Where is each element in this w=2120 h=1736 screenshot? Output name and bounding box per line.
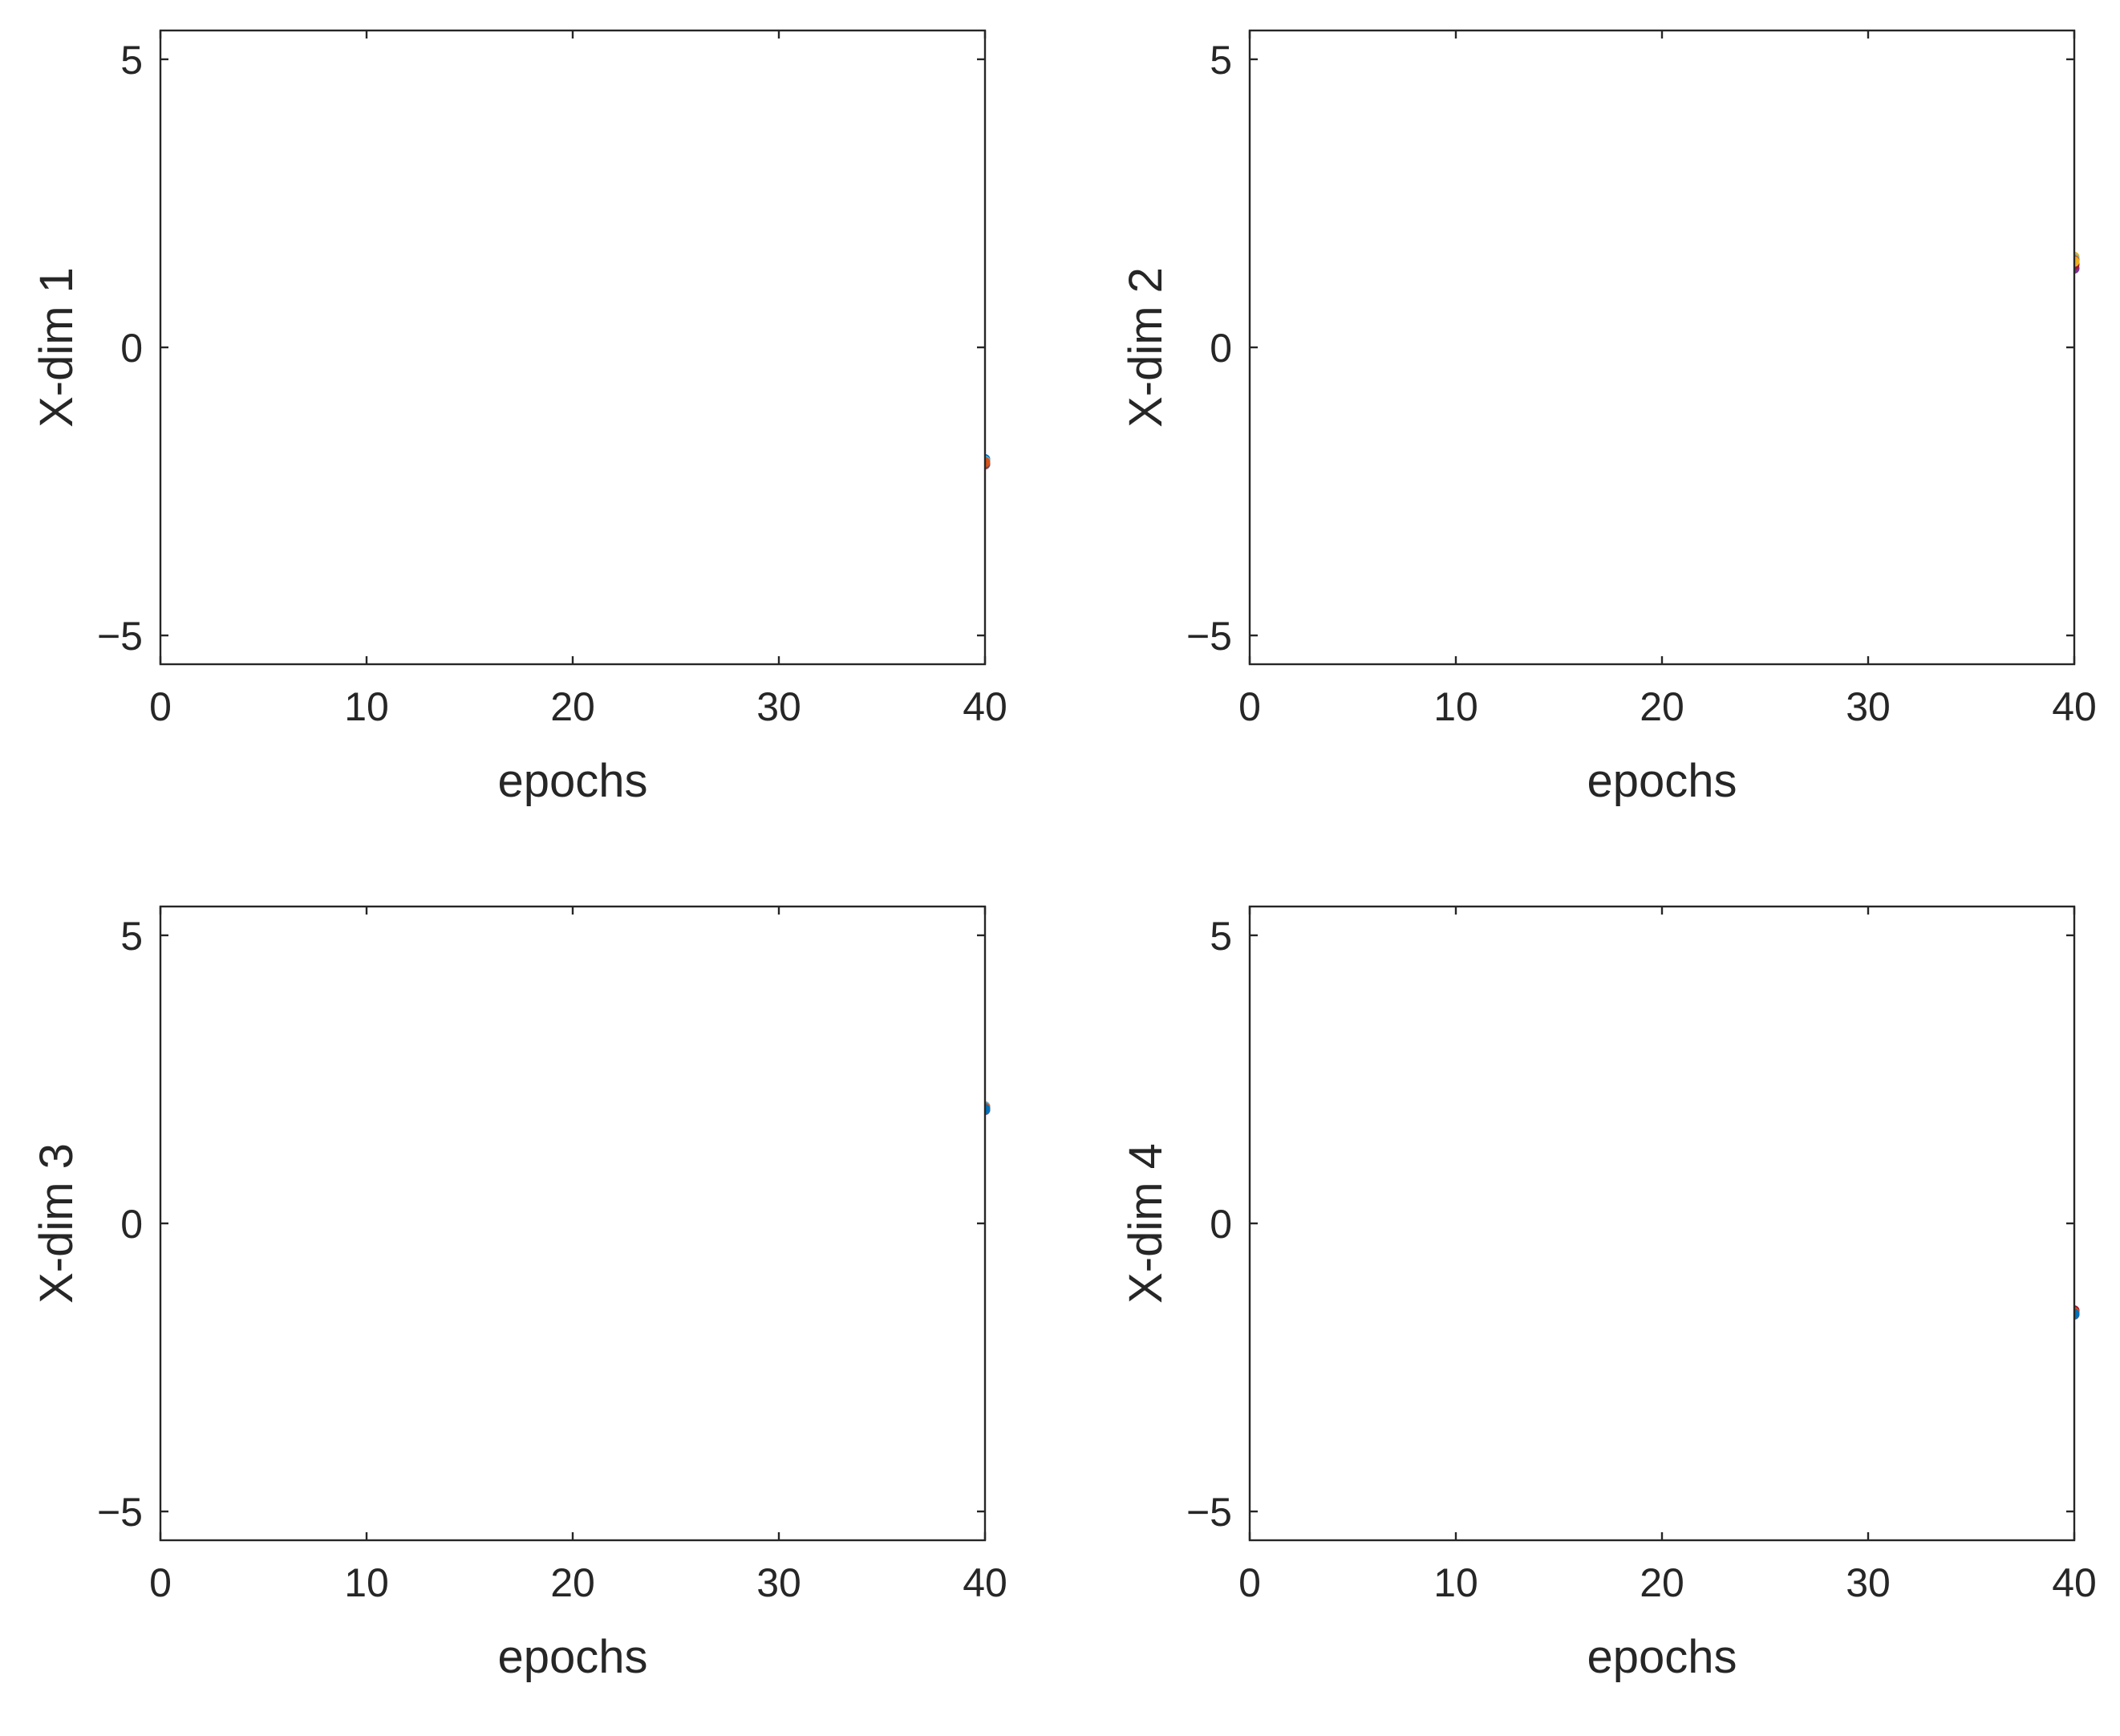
y-tick-label: −5 [1186, 1490, 1232, 1535]
y-tick-label: 0 [1210, 326, 1232, 371]
x-tick-label: 40 [963, 1560, 1007, 1605]
x-tick-label: 40 [963, 684, 1007, 729]
x-tick-label: 30 [756, 684, 801, 729]
x-tick-label: 0 [1238, 684, 1261, 729]
x-tick-label: 0 [1238, 1560, 1261, 1605]
y-tick-label: 0 [120, 326, 143, 371]
y-tick-label: 5 [1210, 38, 1232, 83]
y-tick-label: 5 [120, 914, 143, 959]
y-tick-label: 5 [1210, 914, 1232, 959]
x-tick-label: 10 [344, 1560, 389, 1605]
x-tick-label: 0 [149, 684, 172, 729]
x-tick-label: 10 [1433, 1560, 1478, 1605]
y-tick-label: −5 [97, 1490, 143, 1535]
y-tick-label: 0 [120, 1202, 143, 1247]
x-tick-label: 20 [1640, 1560, 1684, 1605]
x-axis-label: epochs [497, 755, 647, 807]
x-tick-label: 30 [1846, 1560, 1891, 1605]
y-tick-label: −5 [97, 614, 143, 659]
x-tick-label: 40 [2052, 684, 2097, 729]
y-axis-label: X-dim 3 [30, 1143, 83, 1304]
x-tick-label: 20 [550, 684, 595, 729]
y-axis-label: X-dim 2 [1120, 267, 1172, 428]
x-tick-label: 10 [1433, 684, 1478, 729]
y-axis-label: X-dim 4 [1120, 1143, 1172, 1304]
x-tick-label: 40 [2052, 1560, 2097, 1605]
axes-frame [159, 29, 987, 666]
y-tick-label: −5 [1186, 614, 1232, 659]
axes-frame [159, 905, 987, 1542]
y-tick-label: 0 [1210, 1202, 1232, 1247]
y-tick-label: 5 [120, 38, 143, 83]
x-axis-label: epochs [1587, 1631, 1737, 1683]
x-tick-label: 10 [344, 684, 389, 729]
x-axis-label: epochs [497, 1631, 647, 1683]
x-tick-label: 20 [1640, 684, 1684, 729]
axes-frame [1248, 905, 2076, 1542]
x-axis-label: epochs [1587, 755, 1737, 807]
x-tick-label: 20 [550, 1560, 595, 1605]
x-tick-label: 30 [1846, 684, 1891, 729]
x-tick-label: 0 [149, 1560, 172, 1605]
y-axis-label: X-dim 1 [30, 267, 83, 428]
x-tick-label: 30 [756, 1560, 801, 1605]
axes-frame [1248, 29, 2076, 666]
